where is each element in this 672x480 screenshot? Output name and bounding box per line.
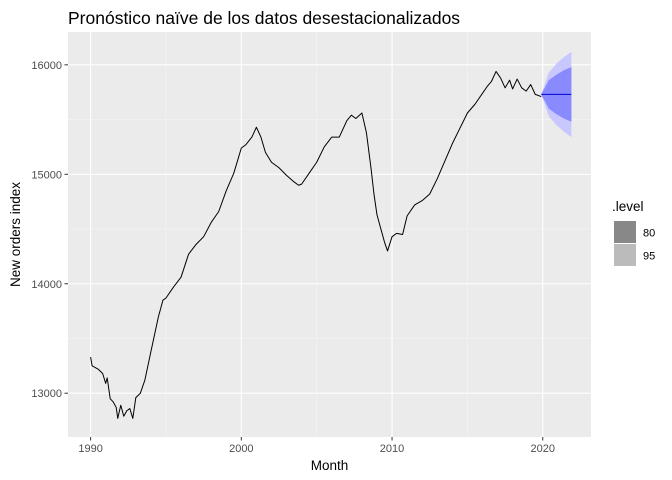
legend-key-80 — [614, 221, 636, 243]
observed-series-line — [90, 70, 542, 419]
y-axis-title: New orders index — [8, 182, 23, 287]
plot-panel — [68, 32, 591, 437]
x-tick-label: 2020 — [531, 443, 555, 455]
series-lines — [90, 70, 572, 419]
x-axis-ticks: 1990 2000 2010 2020 — [78, 437, 555, 455]
y-tick-label: 13000 — [31, 388, 62, 400]
x-tick-label: 2000 — [229, 443, 253, 455]
legend-label-95: 95 — [643, 251, 655, 263]
legend-key-95 — [614, 244, 636, 266]
y-tick-label: 14000 — [31, 279, 62, 291]
legend-title: .level — [612, 199, 644, 214]
major-gridlines — [68, 32, 591, 437]
chart-title: Pronóstico naïve de los datos desestacio… — [68, 8, 460, 28]
x-axis-title: Month — [311, 458, 349, 473]
y-tick-label: 15000 — [31, 169, 62, 181]
y-tick-label: 16000 — [31, 60, 62, 72]
legend-label-80: 80 — [643, 228, 655, 240]
minor-gridlines — [68, 32, 591, 437]
y-axis-ticks: 13000 14000 15000 16000 — [31, 60, 68, 400]
x-tick-label: 2010 — [380, 443, 404, 455]
x-tick-label: 1990 — [78, 443, 102, 455]
legend: .level 80 95 — [612, 199, 655, 266]
